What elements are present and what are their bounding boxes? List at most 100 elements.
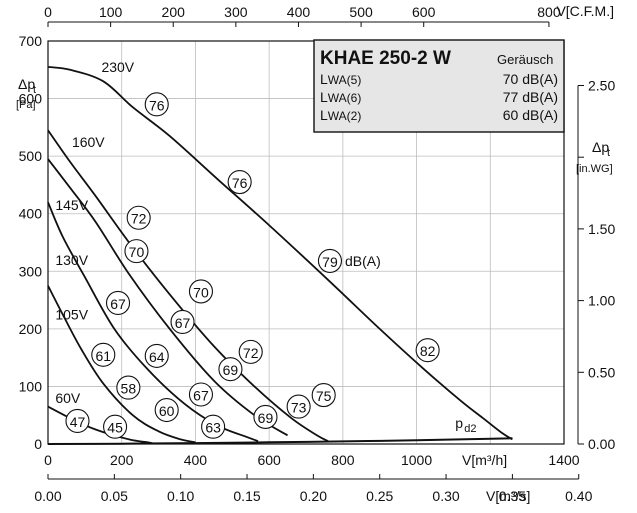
sound-level-value: 82	[420, 343, 436, 359]
plot-frame	[47, 40, 565, 445]
x-tick-label: 800	[331, 452, 355, 468]
sound-level-value: 67	[193, 387, 209, 403]
sound-level-value: 67	[175, 315, 191, 331]
sound-level-marker	[91, 342, 116, 367]
sound-level-marker	[188, 279, 214, 304]
sound-level-marker	[286, 394, 311, 419]
series-line-230V	[47, 66, 513, 441]
sound-level-marker	[65, 408, 90, 434]
sound-level-value: 70	[193, 284, 209, 300]
sound-level-value: 64	[149, 349, 165, 365]
sound-level-marker	[144, 343, 169, 368]
x-bottom2-tick-label: 0.05	[101, 488, 128, 504]
sound-level-marker	[317, 248, 343, 273]
series-label-105V: 105V	[55, 306, 88, 322]
series-label-pd2: p	[455, 415, 463, 431]
sound-level-value: 69	[223, 362, 239, 378]
series-line-130V	[47, 201, 259, 442]
y-right-tick-label: 0.50	[588, 364, 615, 380]
y-right-tick-label: 1.50	[588, 221, 615, 237]
sound-level-value: 69	[258, 410, 274, 426]
curve-labels: 230V 160V 145V 130V 105V 60V p d2	[55, 59, 476, 435]
x-top-tick-label: 300	[224, 4, 248, 20]
x-bottom2-tick-label: 0.30	[432, 488, 459, 504]
sound-level-marker	[170, 309, 195, 334]
noise-row-value: 77 dB(A)	[503, 89, 558, 105]
sound-level-value: 79	[322, 254, 338, 270]
sound-level-marker	[105, 290, 131, 316]
noise-row-value: 60 dB(A)	[503, 107, 558, 123]
sound-level-value: 67	[110, 296, 126, 312]
y-right-tick-label: 1.00	[588, 293, 615, 309]
sound-level-marker	[415, 338, 440, 363]
sound-level-value: 76	[232, 175, 248, 191]
sound-level-value: 45	[107, 420, 123, 436]
x-bottom2-tick-label: 0.25	[366, 488, 393, 504]
sound-level-marker	[253, 404, 278, 429]
x-top-tick-label: 800	[537, 4, 561, 20]
series-label-230V: 230V	[101, 59, 134, 75]
x-tick-label: 1400	[548, 452, 579, 468]
noise-legend-box: KHAE 250-2 W Geräusch LWA(5) 70 dB(A)LWA(…	[313, 39, 565, 133]
sound-level-value: 47	[70, 414, 86, 430]
markers: 76 76 79 82 72 70 70 72 75 67 67 69 73 61 64 67 69 58 60 63…	[65, 92, 440, 439]
series-line-105V	[47, 285, 196, 444]
x-bottom2-tick-label: 0.15	[233, 488, 260, 504]
sound-level-value: 72	[243, 345, 259, 361]
y-tick-label: 600	[19, 91, 43, 107]
y-axis-label-main: Δp	[18, 76, 35, 92]
noise-legend-background	[313, 39, 565, 133]
series-line-145V	[47, 158, 289, 437]
sound-level-marker	[144, 92, 169, 117]
series-label-60V: 60V	[55, 390, 81, 406]
x-bottom2-tick-label: 0.40	[565, 488, 592, 504]
x-axis-label: V[m³/h]	[462, 452, 507, 468]
y-tick-label: 400	[19, 206, 43, 222]
x-top-axis-label: V[C.F.M.]	[556, 3, 614, 19]
sound-level-marker	[311, 383, 336, 408]
sound-level-value: 76	[149, 97, 165, 113]
sound-level-value: 58	[121, 381, 137, 397]
x-top-tick-label: 200	[162, 4, 186, 20]
sound-level-marker	[227, 170, 252, 195]
series-label-145V: 145V	[55, 197, 88, 213]
series-line-pd2	[47, 437, 513, 445]
y-right-tick-label: 2.50	[588, 77, 615, 93]
sound-level-marker	[218, 357, 243, 382]
sound-level-value: 63	[205, 420, 221, 436]
chart-title: KHAE 250-2 W	[320, 48, 451, 69]
noise-row-label: LWA(2)	[320, 107, 361, 123]
x-bottom2-tick-label: 0.10	[167, 488, 194, 504]
sound-level-marker	[124, 239, 149, 264]
y-right-label-unit: [in.WG]	[576, 163, 613, 175]
x-bottom2-tick-label: 0.00	[34, 488, 61, 504]
sound-level-marker	[103, 414, 128, 439]
x-tick-label: 200	[110, 452, 134, 468]
y-right-label-main: Δp	[592, 139, 609, 155]
x-top-tick-label: 500	[349, 4, 373, 20]
series-label-pd2-sub: d2	[464, 423, 476, 435]
sound-level-unit: dB(A)	[345, 253, 381, 269]
sound-level-marker	[188, 382, 214, 407]
x-tick-label: 400	[184, 452, 208, 468]
x-bottom2-tick-label: 0.20	[300, 488, 327, 504]
y-right-tick-label: 0.00	[588, 436, 615, 452]
x-tick-label: 0	[44, 452, 52, 468]
y-right-label-sub: t	[607, 147, 610, 159]
sound-level-marker	[201, 414, 226, 439]
sound-level-value: 75	[316, 388, 332, 404]
x-tick-label: 1000	[401, 452, 432, 468]
sound-level-marker	[238, 339, 263, 364]
sound-level-marker	[126, 205, 151, 230]
sound-level-marker	[116, 375, 141, 400]
y-tick-label: 300	[19, 263, 43, 279]
noise-row-label: LWA(5)	[320, 71, 361, 87]
sound-level-value: 70	[129, 244, 145, 260]
y-axis-label-sub: t	[33, 84, 36, 96]
sound-level-value: 60	[159, 403, 175, 419]
series-line-60V	[47, 405, 154, 445]
y-tick-label: 0	[34, 436, 42, 452]
x-top-tick-label: 100	[99, 4, 123, 20]
